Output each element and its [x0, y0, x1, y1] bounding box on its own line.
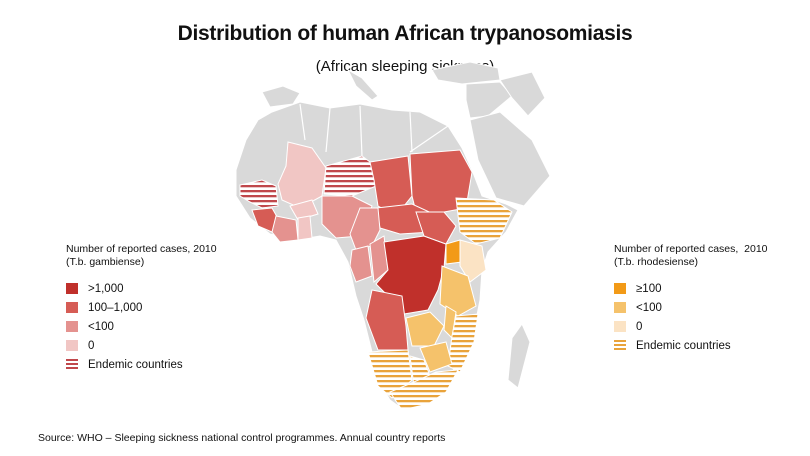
legend-swatch	[614, 302, 626, 313]
legend-item: Endemic countries	[614, 336, 768, 355]
legend-rhodesiense-subheading: (T.b. rhodesiense)	[614, 256, 699, 268]
country-ghana	[297, 215, 313, 241]
country-zambia	[405, 311, 445, 347]
italy-land	[346, 68, 379, 101]
legend-label: >1,000	[88, 282, 124, 295]
legend-label: 0	[88, 339, 95, 352]
legend-label: Endemic countries	[88, 358, 183, 371]
country-south-sudan-ext	[415, 211, 457, 245]
legend-swatch	[614, 283, 626, 294]
legend-swatch	[66, 359, 78, 370]
legend-gambiense: Number of reported cases, 2010 (T.b. gam…	[66, 243, 217, 374]
source-note: Source: WHO – Sleeping sickness national…	[38, 432, 446, 444]
iberia-land	[261, 85, 301, 108]
legend-item: <100	[614, 298, 768, 317]
legend-rhodesiense: Number of reported cases, 2010 (T.b. rho…	[614, 243, 768, 355]
legend-gambiense-subheading: (T.b. gambiense)	[66, 256, 145, 268]
legend-item: 100–1,000	[66, 298, 217, 317]
country-gabon	[349, 245, 373, 283]
country-mozambique-endemic	[447, 313, 479, 373]
country-burkina	[289, 199, 319, 221]
turkey-land	[431, 61, 501, 85]
legend-swatch	[66, 283, 78, 294]
legend-swatch	[614, 321, 626, 332]
legend-label: 0	[636, 320, 643, 333]
country-kenya	[459, 239, 487, 283]
madagascar-land	[507, 322, 531, 389]
legend-swatch	[66, 340, 78, 351]
legend-rhodesiense-heading: Number of reported cases, 2010	[614, 243, 768, 255]
country-ethiopia-endemic	[455, 197, 513, 245]
legend-item: <100	[66, 317, 217, 336]
arabia-land	[469, 111, 551, 207]
country-mauritania-endemic	[239, 179, 279, 209]
legend-swatch	[614, 340, 626, 351]
legend-label: Endemic countries	[636, 339, 731, 352]
legend-swatch	[66, 321, 78, 332]
legend-label: <100	[636, 301, 662, 314]
country-tanzania	[439, 265, 477, 317]
legend-item: ≥100	[614, 279, 768, 298]
legend-item: 0	[614, 317, 768, 336]
legend-label: 100–1,000	[88, 301, 143, 314]
legend-label: <100	[88, 320, 114, 333]
iran-land	[499, 71, 546, 117]
country-south-africa-endemic	[389, 369, 459, 411]
legend-swatch	[66, 302, 78, 313]
country-ivory-coast	[271, 215, 299, 243]
map-title: Distribution of human African trypanosom…	[177, 22, 633, 45]
country-sudan	[409, 149, 473, 213]
legend-item: >1,000	[66, 279, 217, 298]
legend-item: 0	[66, 336, 217, 355]
legend-item: Endemic countries	[66, 355, 217, 374]
country-zimbabwe	[419, 341, 453, 373]
legend-label: ≥100	[636, 282, 662, 295]
legend-gambiense-heading: Number of reported cases, 2010	[66, 243, 217, 255]
